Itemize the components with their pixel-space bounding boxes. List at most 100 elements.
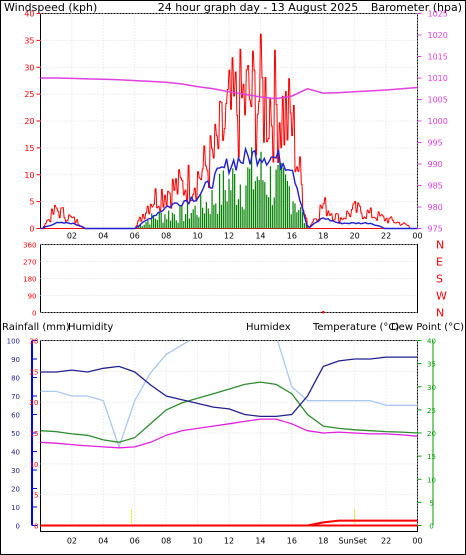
- legend-humidex: Humidex: [246, 322, 291, 333]
- wind-x-tick-label: 20: [350, 232, 360, 241]
- temperature-y-tick-label: 25: [427, 407, 436, 415]
- humidity-y-tick-label: 80: [11, 375, 20, 383]
- temperature-y-tick-label: 40: [427, 338, 436, 346]
- wind-x-tick-label: 16: [287, 232, 297, 241]
- rain-y-tick-label: 30: [30, 338, 39, 346]
- wind-x-tick-label: 08: [161, 232, 171, 241]
- legend-temperature: Temperature (°C): [312, 322, 399, 333]
- wind-y-tick-label: 35: [24, 36, 34, 45]
- weather-x-tick-label: 08: [161, 537, 171, 546]
- barometer-line: [40, 77, 418, 100]
- baro-y-tick-label: 1005: [428, 96, 448, 105]
- baro-y-tick-label: 985: [428, 182, 443, 191]
- wind-x-tick-label: 04: [98, 232, 108, 241]
- humidity-y-tick-label: 20: [11, 486, 20, 494]
- weather-x-tick-label: 18: [318, 537, 328, 546]
- baro-y-tick-label: 975: [428, 225, 443, 234]
- direction-y-tick-label: 360: [23, 242, 36, 250]
- sunset-label-set: Set: [354, 537, 367, 546]
- rain-y-tick-label: 10: [30, 461, 39, 469]
- humidity-y-tick-label: 40: [11, 449, 20, 457]
- baro-y-tick-label: 1000: [428, 117, 448, 126]
- baro-y-tick-label: 1020: [428, 31, 448, 40]
- direction-chart: 0 N 90 W 180 S 270 E 360 N: [23, 239, 447, 320]
- compass-label: W: [436, 290, 447, 303]
- baro-y-tick-label: 990: [428, 160, 443, 169]
- legend-humidity: Humidity: [68, 322, 113, 333]
- weather-x-tick-label: 02: [67, 537, 77, 546]
- direction-y-tick-label: 180: [23, 276, 36, 284]
- barometer-title: Barometer (hpa): [371, 1, 462, 14]
- wind-x-tick-label: 12: [224, 232, 234, 241]
- humidity-y-tick-label: 0: [16, 523, 20, 531]
- wind-x-tick-label: 00: [412, 232, 422, 241]
- windspeed-title: Windspeed (kph): [4, 1, 97, 14]
- rain-y-tick-label: 25: [30, 368, 39, 376]
- weather-x-tick-label: 00: [412, 537, 422, 546]
- temperature-y-tick-label: 0: [429, 523, 433, 531]
- baro-y-tick-label: 995: [428, 139, 443, 148]
- legend-dewpoint: Dew Point (°C): [391, 322, 464, 333]
- baro-y-tick-label: 1015: [428, 53, 448, 62]
- temperature-y-tick-label: 5: [429, 499, 433, 507]
- humidity-y-tick-label: 100: [7, 338, 20, 346]
- wind-x-tick-label: 06: [130, 232, 140, 241]
- humidity-y-tick-label: 90: [11, 356, 20, 364]
- humidity-y-tick-label: 60: [11, 412, 20, 420]
- compass-label: N: [436, 239, 444, 252]
- weather-x-tick-label: 12: [224, 537, 234, 546]
- wind-x-tick-label: 18: [318, 232, 328, 241]
- wind-x-tick-label: 14: [255, 232, 265, 241]
- wind-y-tick-label: 10: [24, 171, 34, 180]
- temperature-y-tick-label: 10: [427, 476, 436, 484]
- humidity-y-tick-label: 30: [11, 467, 20, 475]
- temperature-y-tick-label: 20: [427, 430, 436, 438]
- baro-y-tick-label: 1010: [428, 74, 448, 83]
- baro-y-tick-label: 980: [428, 203, 443, 212]
- wind-y-tick-label: 15: [24, 144, 34, 153]
- compass-label: S: [436, 273, 443, 286]
- direction-y-tick-label: 270: [23, 259, 36, 267]
- wind-y-tick-label: 30: [24, 63, 34, 72]
- legend-rainfall: Rainfall (mm): [2, 322, 70, 333]
- direction-y-tick-label: 90: [28, 293, 37, 301]
- temperature-line: [40, 381, 418, 443]
- weather-x-tick-label: 06: [130, 537, 140, 546]
- dewpoint-line: [40, 418, 418, 449]
- wind-y-tick-label: 0: [29, 225, 34, 234]
- humidity-y-tick-label: 70: [11, 393, 20, 401]
- wind-y-tick-label: 20: [24, 117, 34, 126]
- rain-y-tick-label: 15: [30, 430, 39, 438]
- humidex-line: [40, 340, 418, 449]
- direction-point: [321, 310, 325, 314]
- wind-y-tick-label: 25: [24, 90, 34, 99]
- graph-title: 24 hour graph day - 13 August 2025: [158, 1, 359, 14]
- wind-chart: 0510152025303540975980985990995100010051…: [24, 10, 448, 241]
- wind-x-tick-label: 10: [192, 232, 202, 241]
- weather-x-tick-label: 16: [287, 537, 297, 546]
- rain-y-tick-label: 0: [34, 523, 38, 531]
- rain-y-tick-label: 5: [34, 492, 38, 500]
- humidity-line: [40, 356, 418, 418]
- temperature-y-tick-label: 15: [427, 453, 436, 461]
- compass-label: N: [436, 307, 444, 320]
- weather-x-tick-label: 14: [255, 537, 265, 546]
- wind-x-tick-label: 22: [381, 232, 391, 241]
- weather-x-tick-label: 10: [192, 537, 202, 546]
- humidity-y-tick-label: 50: [11, 430, 20, 438]
- humidity-y-tick-label: 10: [11, 504, 20, 512]
- wind-average-line: [40, 146, 418, 230]
- weather-series-group: [40, 340, 418, 526]
- temperature-y-tick-label: 30: [427, 384, 436, 392]
- temperature-y-tick-label: 35: [427, 361, 436, 369]
- sunset-label-sun: Sun: [338, 537, 353, 546]
- rain-y-tick-label: 20: [30, 399, 39, 407]
- weather-x-tick-label: 04: [98, 537, 108, 546]
- direction-y-tick-label: 0: [32, 310, 36, 318]
- wind-x-tick-label: 02: [67, 232, 77, 241]
- compass-label: E: [436, 256, 443, 269]
- weather-chart: 0102030405060708090100051015202530051015…: [7, 338, 436, 546]
- baro-y-tick-label: 1025: [428, 10, 448, 19]
